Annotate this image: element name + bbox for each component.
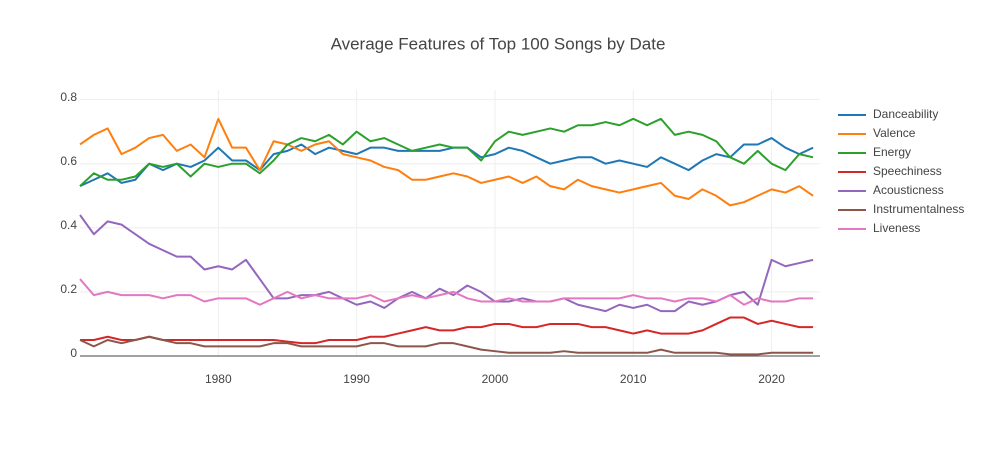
chart-title: Average Features of Top 100 Songs by Dat…: [331, 34, 666, 53]
y-tick-label: 0.8: [60, 90, 77, 104]
series-line: [79, 335, 814, 356]
y-tick-label: 0.6: [60, 154, 77, 168]
x-tick-label: 2020: [758, 372, 785, 386]
series-line: [79, 278, 814, 306]
legend-label: Instrumentalness: [873, 202, 964, 216]
x-tick-label: 1990: [343, 372, 370, 386]
legend-label: Speechiness: [873, 164, 942, 178]
x-tick-label: 1980: [205, 372, 232, 386]
series-line: [79, 137, 814, 188]
legend-label: Valence: [873, 126, 916, 140]
series-line: [80, 316, 814, 345]
series-line: [79, 214, 814, 313]
legend-label: Acousticness: [873, 183, 944, 197]
y-tick-label: 0: [70, 346, 77, 360]
series-line: [79, 117, 814, 187]
x-tick-label: 2010: [620, 372, 647, 386]
legend-label: Energy: [873, 145, 911, 159]
x-tick-label: 2000: [482, 372, 509, 386]
legend-label: Danceability: [873, 107, 938, 121]
series-line: [79, 117, 814, 207]
legend-label: Liveness: [873, 221, 920, 235]
y-tick-label: 0.4: [60, 218, 77, 232]
y-tick-label: 0.2: [60, 282, 77, 296]
